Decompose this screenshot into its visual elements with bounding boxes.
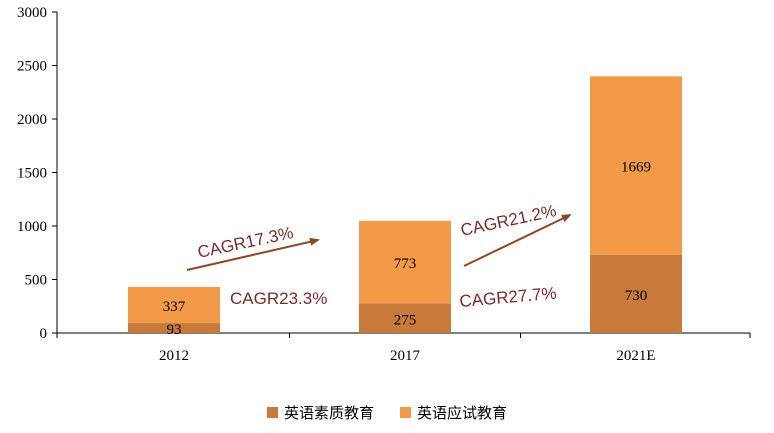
- bars: [128, 76, 682, 333]
- y-tick-label: 1000: [17, 219, 47, 235]
- bar-segment: [359, 303, 451, 333]
- cagr-label: CAGR21.2%: [459, 201, 558, 240]
- data-label: 337: [163, 299, 186, 315]
- y-tick-label: 1500: [17, 166, 47, 182]
- legend-item: 英语素质教育: [266, 402, 374, 423]
- cagr-arrow: [186, 237, 320, 271]
- bar-segment: [128, 323, 220, 333]
- data-label: 93: [167, 322, 182, 338]
- cagr-label: CAGR27.7%: [459, 284, 558, 311]
- legend: 英语素质教育 英语应试教育: [0, 398, 774, 426]
- y-tick-label: 0: [40, 326, 48, 342]
- data-labels: 93 337 275 773 730 1669: [163, 160, 651, 338]
- axes: 0 500 1000 1500 2000 2500 3000 2012 2017 2021E: [17, 5, 751, 364]
- cagr-arrow: [463, 214, 572, 267]
- data-label: 730: [625, 288, 648, 304]
- y-tick-label: 500: [25, 273, 48, 289]
- bar-segment: [128, 286, 220, 324]
- data-label: 773: [394, 256, 417, 272]
- y-tick-label: 2500: [17, 59, 47, 75]
- legend-swatch: [266, 406, 278, 418]
- bar-segment: [359, 220, 451, 304]
- x-tick-label: 2017: [390, 348, 421, 364]
- y-tick-label: 3000: [17, 5, 47, 21]
- data-label: 275: [394, 312, 417, 328]
- legend-label: 英语素质教育: [283, 403, 374, 422]
- bar-segment: [590, 254, 682, 333]
- legend-item: 英语应试教育: [400, 402, 507, 423]
- y-tick-label: 2000: [17, 112, 47, 128]
- cagr-label: CAGR23.3%: [230, 289, 327, 308]
- bar-segment: [590, 76, 682, 255]
- x-tick-label: 2021E: [616, 348, 655, 364]
- x-tick-label: 2012: [159, 348, 189, 364]
- chart: 0 500 1000 1500 2000 2500 3000 2012 2017 2021E 93…: [17, 5, 751, 364]
- legend-label: 英语应试教育: [417, 403, 508, 422]
- data-label: 1669: [621, 160, 651, 176]
- legend-swatch: [400, 406, 411, 418]
